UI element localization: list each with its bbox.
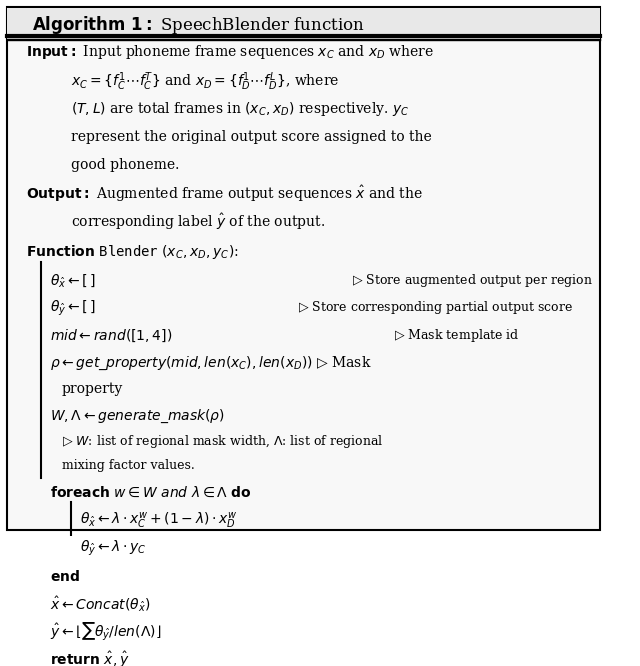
- Text: $\bf{end}$: $\bf{end}$: [50, 569, 80, 583]
- Text: mixing factor values.: mixing factor values.: [62, 458, 195, 472]
- Text: $\theta_{\hat{x}} \leftarrow [\,]$: $\theta_{\hat{x}} \leftarrow [\,]$: [50, 272, 95, 288]
- Text: corresponding label $\hat{y}$ of the output.: corresponding label $\hat{y}$ of the out…: [71, 212, 325, 232]
- Text: $\rho \leftarrow get\_property(mid, len(x_C), len(x_D))$ $\triangleright$ Mask: $\rho \leftarrow get\_property(mid, len(…: [50, 355, 371, 372]
- Text: $\bf{foreach}$ $w \in W$ $\it{and}$ $\lambda \in \Lambda$ $\bf{do}$: $\bf{foreach}$ $w \in W$ $\it{and}$ $\la…: [50, 486, 252, 500]
- Text: $(T, L)$ are total frames in $(x_C, x_D)$ respectively. $y_C$: $(T, L)$ are total frames in $(x_C, x_D)…: [71, 101, 409, 119]
- Text: $\bf{Output:}$ Augmented frame output sequences $\hat{x}$ and the: $\bf{Output:}$ Augmented frame output se…: [26, 184, 422, 204]
- Text: $\triangleright$ Mask template id: $\triangleright$ Mask template id: [394, 327, 520, 344]
- Text: $\bf{return}$ $\hat{x}, \hat{y}$: $\bf{return}$ $\hat{x}, \hat{y}$: [50, 649, 129, 666]
- Text: property: property: [62, 382, 123, 396]
- Text: $\hat{x} \leftarrow Concat(\theta_{\hat{x}})$: $\hat{x} \leftarrow Concat(\theta_{\hat{…: [50, 594, 150, 613]
- Text: represent the original output score assigned to the: represent the original output score assi…: [71, 130, 432, 144]
- Text: $\triangleright$ Store augmented output per region: $\triangleright$ Store augmented output …: [352, 272, 593, 288]
- Text: $\bf{Function}$ $\tt{Blender}$ $(x_C, x_D, y_C)$:: $\bf{Function}$ $\tt{Blender}$ $(x_C, x_…: [26, 244, 238, 262]
- Text: $\hat{y} \leftarrow \lfloor \sum \theta_{\hat{y}} / len(\Lambda) \rfloor$: $\hat{y} \leftarrow \lfloor \sum \theta_…: [50, 621, 161, 643]
- Text: $\theta_{\hat{y}} \leftarrow \lambda \cdot y_C$: $\theta_{\hat{y}} \leftarrow \lambda \cd…: [80, 539, 147, 558]
- FancyBboxPatch shape: [8, 7, 600, 530]
- Text: $mid \leftarrow rand([1, 4])$: $mid \leftarrow rand([1, 4])$: [50, 328, 172, 344]
- Text: $x_C = \{f_C^1 \cdots f_C^T\}$ and $x_D = \{f_D^1 \cdots f_D^L\}$, where: $x_C = \{f_C^1 \cdots f_C^T\}$ and $x_D …: [71, 70, 339, 93]
- Text: $W, \Lambda \leftarrow generate\_mask(\rho)$: $W, \Lambda \leftarrow generate\_mask(\r…: [50, 407, 225, 424]
- Text: $\triangleright$ Store corresponding partial output score: $\triangleright$ Store corresponding par…: [298, 300, 573, 316]
- FancyBboxPatch shape: [8, 8, 600, 39]
- Text: $\theta_{\hat{x}} \leftarrow \lambda \cdot x_C^w + (1 - \lambda) \cdot x_D^w$: $\theta_{\hat{x}} \leftarrow \lambda \cd…: [80, 511, 237, 531]
- Text: $\theta_{\hat{y}} \leftarrow [\,]$: $\theta_{\hat{y}} \leftarrow [\,]$: [50, 298, 95, 318]
- Text: $\bf{Input:}$ Input phoneme frame sequences $x_C$ and $x_D$ where: $\bf{Input:}$ Input phoneme frame sequen…: [26, 43, 433, 61]
- Text: $\triangleright$ $W$: list of regional mask width, $\Lambda$: list of regional: $\triangleright$ $W$: list of regional m…: [62, 433, 383, 450]
- Text: $\bf{Algorithm\ 1:}$ SpeechBlender function: $\bf{Algorithm\ 1:}$ SpeechBlender funct…: [31, 14, 365, 36]
- Text: good phoneme.: good phoneme.: [71, 158, 179, 172]
